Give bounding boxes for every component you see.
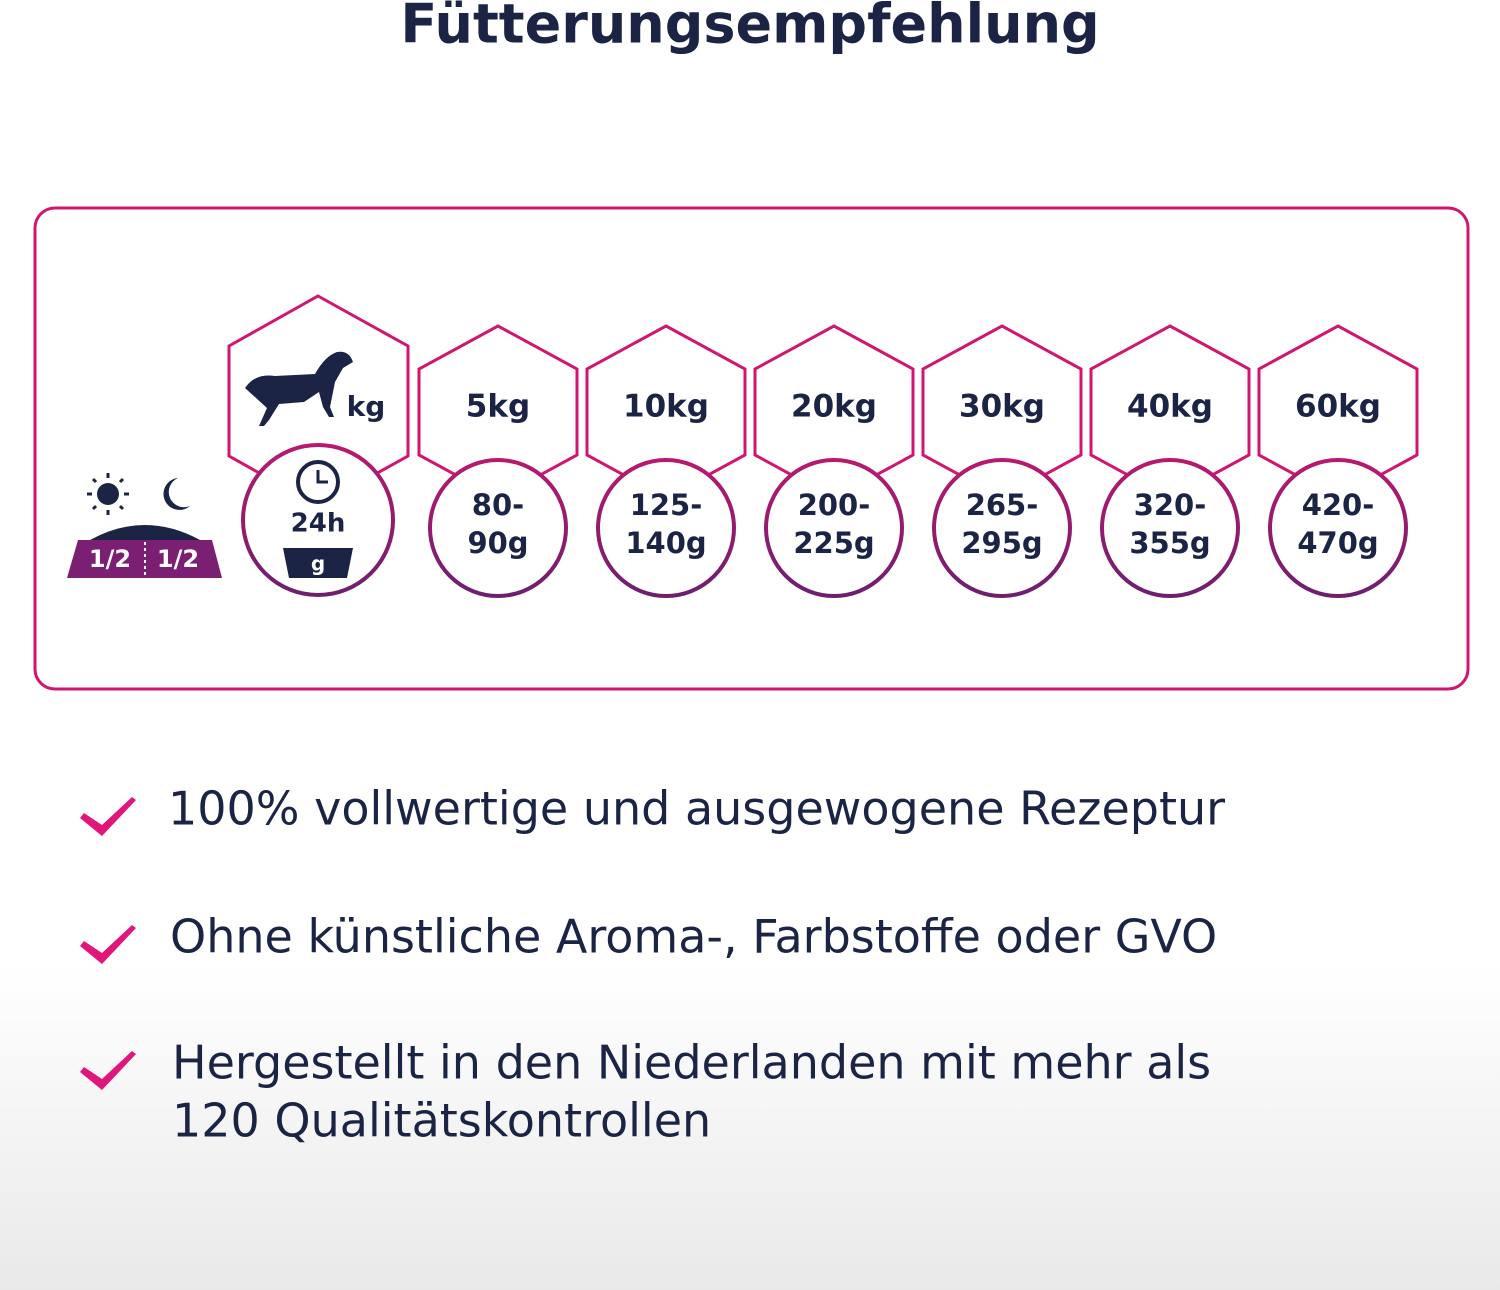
checkmark	[80, 1051, 136, 1090]
split-label: 1/2	[89, 545, 131, 573]
kibble	[90, 525, 200, 540]
amount-circle	[932, 458, 1072, 598]
benefit-text: 100% vollwertige und ausgewogene Rezeptu…	[168, 782, 1225, 836]
moon	[163, 478, 190, 510]
weight-label: 30kg	[959, 389, 1045, 425]
food-bowl	[283, 548, 353, 578]
checkmark	[80, 797, 136, 836]
weight-label: 10kg	[623, 389, 709, 425]
amount-label: 140g	[625, 526, 706, 560]
amount-label: 225g	[793, 526, 874, 560]
weight-label: 40kg	[1127, 389, 1213, 425]
amount-label: 80-	[472, 488, 524, 522]
weight-label: 5kg	[466, 389, 530, 425]
amount-circle	[596, 458, 736, 598]
amount-circle	[1268, 458, 1408, 598]
bowl	[67, 540, 222, 578]
amount-label: 420-	[1302, 488, 1375, 522]
feeding-box	[33, 206, 1470, 691]
weight-label: 60kg	[1295, 389, 1381, 425]
amount-label: 265-	[966, 488, 1039, 522]
weight-header: kg	[347, 390, 386, 423]
sun	[97, 483, 119, 505]
clock-hands	[316, 470, 328, 484]
dog-icon	[245, 351, 353, 426]
amount-label: 355g	[1129, 526, 1210, 560]
sun-rays	[87, 473, 129, 515]
amount-circle	[764, 458, 904, 598]
benefit-text: Hergestellt in den Niederlanden mit mehr…	[172, 1036, 1211, 1090]
benefit-text: Ohne künstliche Aroma-, Farbstoffe oder …	[170, 910, 1217, 964]
title: Fütterungsempfehlung	[400, 0, 1099, 56]
amount-circle	[428, 458, 568, 598]
amount-label: 320-	[1134, 488, 1207, 522]
amount-label: 125-	[630, 488, 703, 522]
amount-label: 90g	[467, 526, 528, 560]
checkmark	[80, 925, 136, 964]
day-night-icon: 1/2 1/2	[67, 473, 222, 578]
amount-label: 470g	[1297, 526, 1378, 560]
amount-label: 295g	[961, 526, 1042, 560]
time-header: 24h	[291, 509, 346, 539]
amount-label: 200-	[798, 488, 871, 522]
header-circle	[241, 443, 395, 597]
split-label: 1/2	[157, 545, 199, 573]
amount-circle	[1100, 458, 1240, 598]
amount-header: g	[311, 552, 325, 576]
benefit-text: 120 Qualitätskontrollen	[172, 1094, 711, 1148]
weight-label: 20kg	[791, 389, 877, 425]
